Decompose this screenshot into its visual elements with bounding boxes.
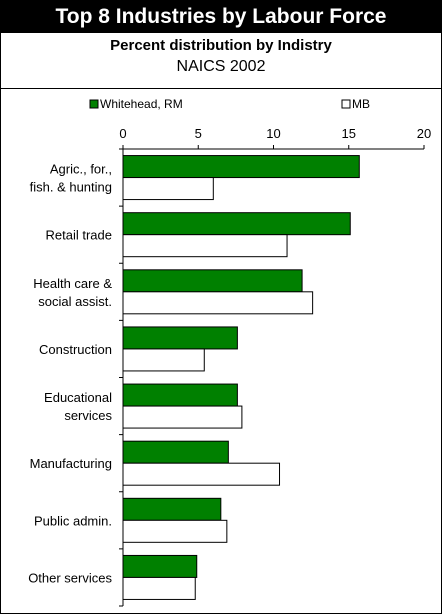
category-label: fish. & hunting	[30, 180, 112, 195]
category-label: Agric., for.,	[50, 162, 112, 177]
bar	[122, 177, 214, 201]
category-label: Health care &	[33, 276, 112, 291]
bar	[122, 348, 205, 372]
category-label: Construction	[39, 342, 112, 357]
chart-title: Top 8 Industries by Labour Force	[1, 1, 441, 33]
chart-subtitle: Percent distribution by Indistry	[110, 37, 332, 54]
x-tick-label: 5	[195, 126, 202, 141]
bar	[122, 519, 228, 543]
bar	[122, 212, 351, 236]
chart-subtitle-naics: NAICS 2002	[176, 58, 266, 75]
bar	[122, 440, 229, 464]
bar	[122, 291, 314, 315]
x-tick-label: 15	[342, 126, 356, 141]
bar	[122, 383, 238, 407]
header-divider	[1, 88, 441, 89]
bar	[122, 326, 238, 350]
category-label: social assist.	[38, 294, 112, 309]
legend-swatch	[89, 99, 99, 109]
category-label: Educational	[44, 390, 112, 405]
category-label: Other services	[28, 570, 112, 585]
category-label: Retail trade	[46, 228, 112, 243]
x-tick-label: 10	[266, 126, 280, 141]
legend-swatch	[341, 99, 351, 109]
x-tick-label: 0	[119, 126, 126, 141]
bar	[122, 462, 281, 486]
bar	[122, 554, 198, 578]
category-label: Public admin.	[34, 513, 112, 528]
bar	[122, 497, 222, 521]
legend-label: Whitehead, RM	[100, 97, 183, 111]
bar	[122, 234, 288, 258]
category-label: services	[64, 408, 112, 423]
legend-label: MB	[352, 97, 370, 111]
bar	[122, 405, 243, 429]
bar	[122, 269, 303, 293]
category-label: Manufacturing	[30, 456, 112, 471]
bar	[122, 155, 360, 179]
bar	[122, 576, 196, 600]
x-tick-label: 20	[417, 126, 431, 141]
